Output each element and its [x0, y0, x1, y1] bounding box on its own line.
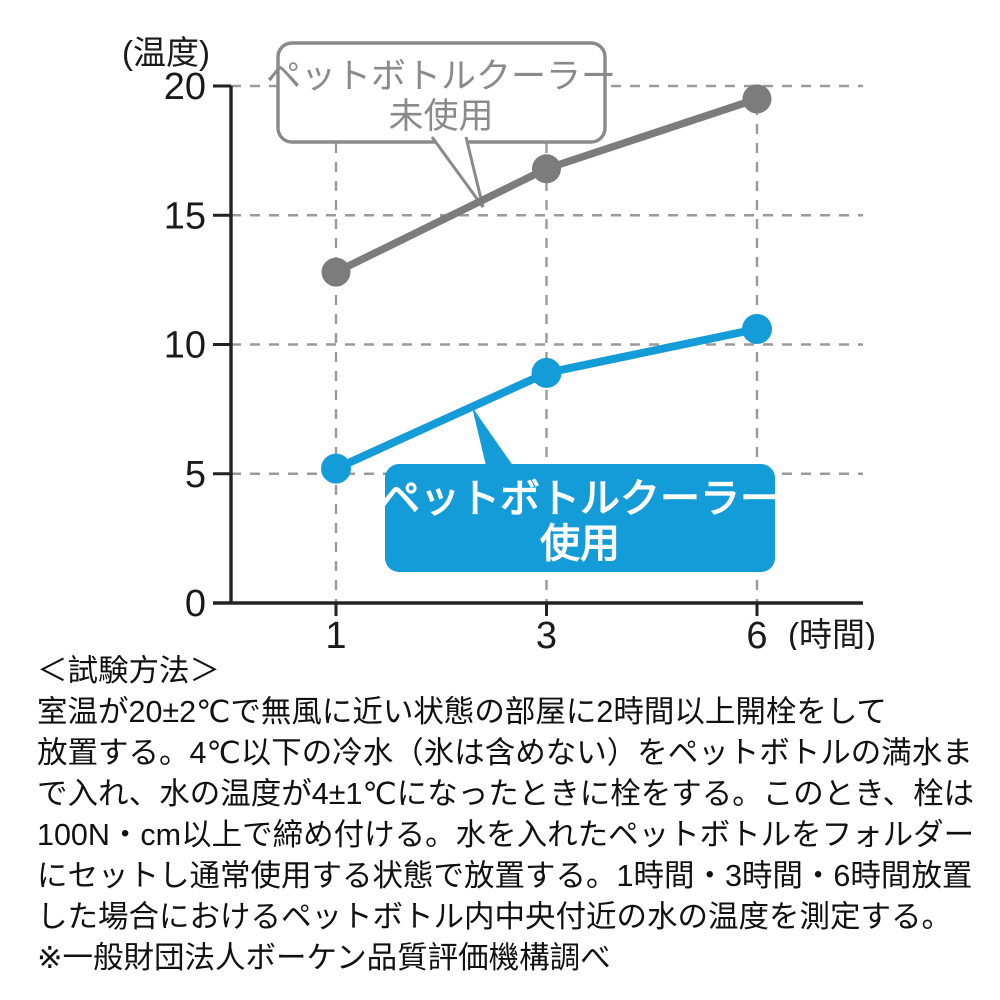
- data-point-unused: [532, 154, 561, 184]
- series-unused: [321, 84, 772, 287]
- series-used: [321, 313, 772, 484]
- y-tick-label: 15: [164, 195, 206, 237]
- test-method-line-5: にセットし通常使用する状態で放置する。1時間・3時間・6時間放置: [37, 859, 973, 893]
- x-tick-label: 1: [325, 615, 346, 650]
- y-tick-label: 10: [164, 325, 206, 367]
- test-method-line-3: で入れ、水の温度が4±1℃になったときに栓をする。このとき、栓は: [37, 777, 975, 811]
- y-tick-label: 20: [164, 66, 206, 108]
- x-tick-label: 6: [746, 615, 767, 650]
- data-point-unused: [321, 257, 351, 287]
- x-axis-title: (時間): [788, 616, 876, 650]
- callout-unused-pointer: [430, 136, 485, 208]
- data-point-used: [321, 453, 351, 484]
- test-method-section: ＜試験方法＞ 室温が20±2℃で無風に近い状態の部屋に2時間以上開栓をして 放置…: [37, 651, 982, 979]
- data-point-unused: [742, 84, 772, 114]
- callout-unused-line1: ペットボトルクーラー: [266, 57, 616, 96]
- callout-used-line1: ペットボトルクーラー: [380, 477, 780, 521]
- test-method-line-6: した場合におけるペットボトル内中央付近の水の温度を測定する。: [37, 900, 952, 934]
- test-method-line-1: 室温が20±2℃で無風に近い状態の部屋に2時間以上開栓をして: [37, 695, 887, 729]
- callout-used-line2: 使用: [540, 522, 620, 566]
- axis-labels: 0 5 10 15 20(温度) 1 3 6 (時間): [122, 34, 876, 650]
- callout-used-pointer: [472, 407, 516, 470]
- data-point-used: [742, 313, 772, 344]
- y-axis-title: (温度): [122, 34, 210, 71]
- test-method-line-2: 放置する。4℃以下の冷水（氷は含めない）をペットボトルの満水ま: [37, 736, 973, 770]
- y-tick-label: 5: [185, 454, 206, 496]
- axes: [213, 84, 863, 616]
- y-tick-label: 0: [185, 583, 206, 625]
- test-method-heading: ＜試験方法＞: [37, 654, 220, 688]
- survey-source-note: ※一般財団法人ボーケン品質評価機構調べ: [37, 941, 611, 975]
- data-point-used: [531, 357, 562, 388]
- x-tick-label: 3: [536, 615, 557, 650]
- callout-unused-line2: 未使用: [388, 97, 493, 136]
- test-method-line-4: 100N・cm以上で締め付ける。水を入れたペットボトルをフォルダー: [37, 818, 975, 852]
